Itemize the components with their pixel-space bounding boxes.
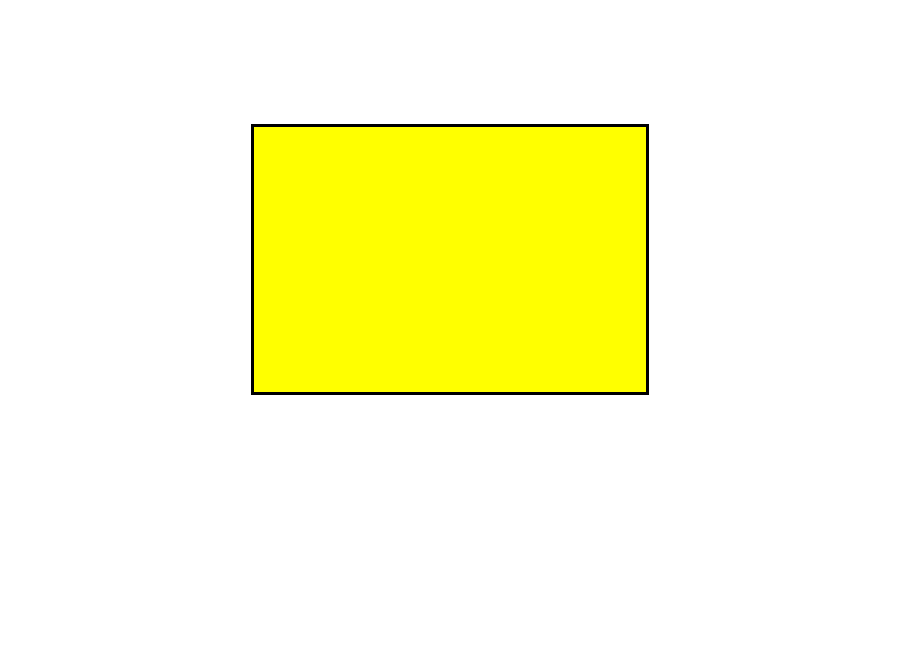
plot-frame <box>251 124 649 395</box>
velocity-field-heatmap <box>254 127 646 392</box>
plot-area <box>254 127 646 392</box>
colorbar <box>662 160 686 396</box>
